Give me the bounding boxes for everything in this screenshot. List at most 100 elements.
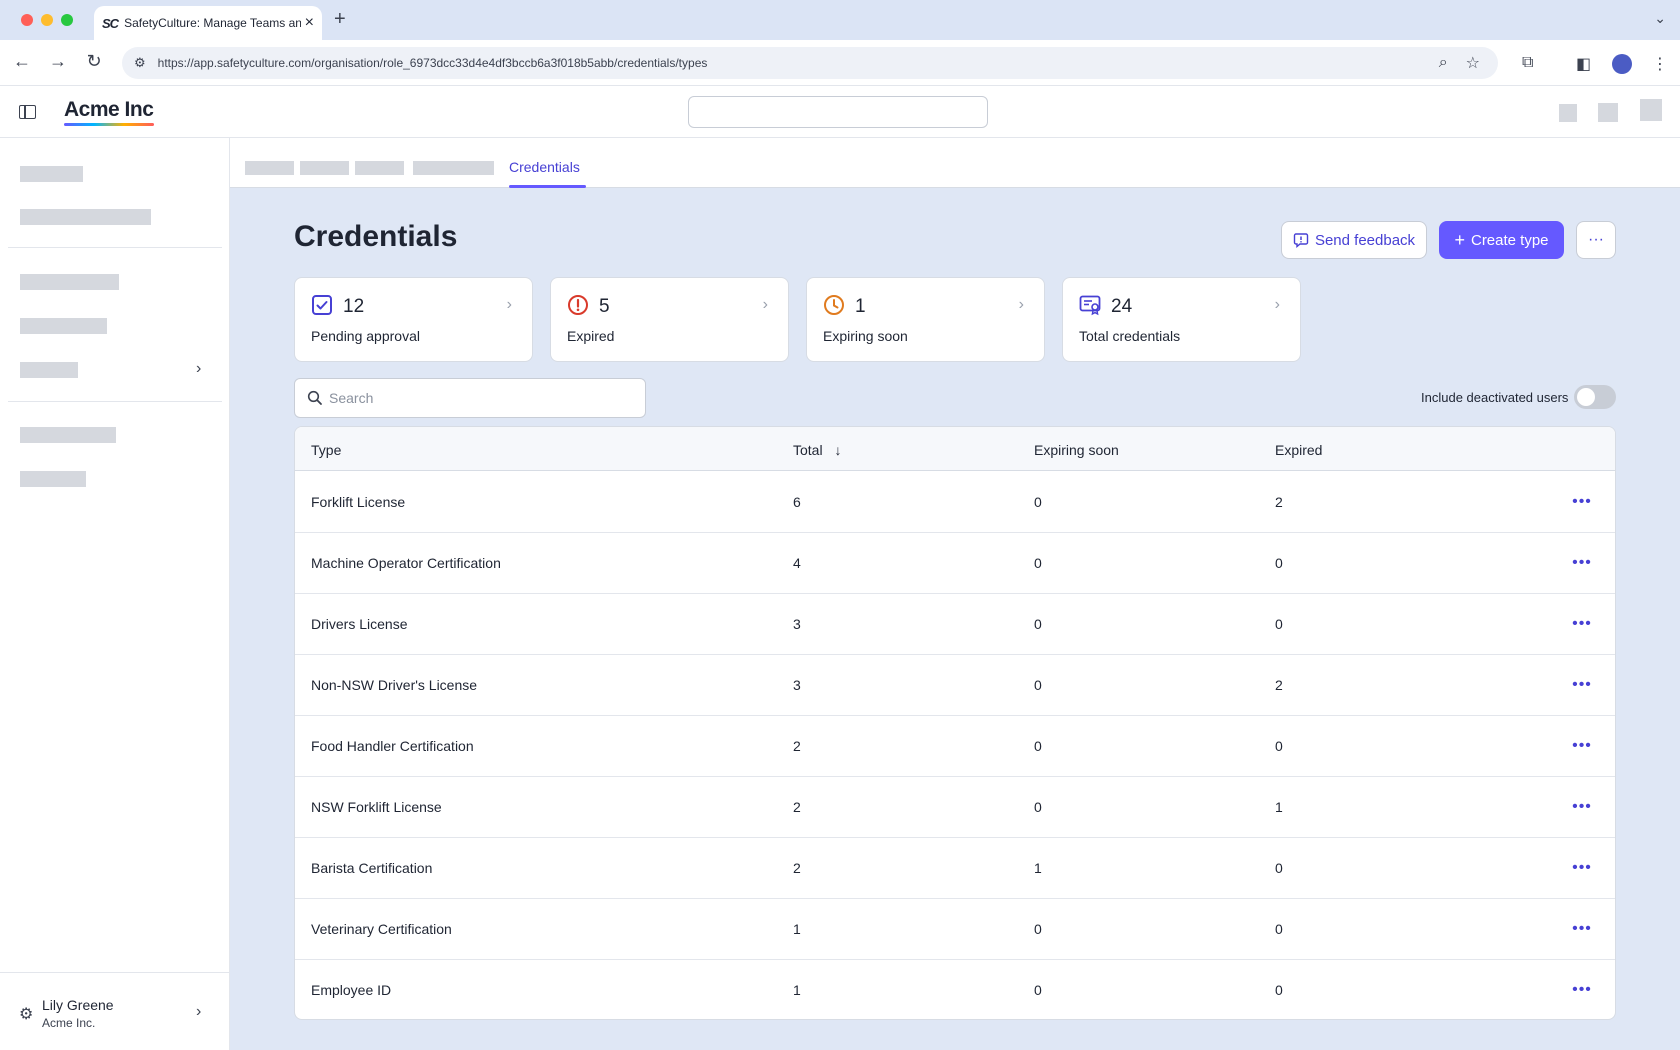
sidebar-divider <box>8 401 222 402</box>
plus-icon: + <box>1454 229 1465 250</box>
table-row[interactable]: Forklift License 6 0 2 ••• <box>295 472 1615 533</box>
zoom-icon[interactable]: ⌕ <box>1438 54 1448 71</box>
cell-type: Forklift License <box>311 494 406 510</box>
sidebar-item-placeholder[interactable] <box>20 166 83 182</box>
chevron-right-icon[interactable]: › <box>196 360 202 377</box>
cell-expired: 1 <box>1275 799 1283 815</box>
certificate-icon <box>1079 295 1101 316</box>
sub-navigation: Credentials <box>230 138 1680 188</box>
sidebar-item-placeholder[interactable] <box>20 274 119 290</box>
app-header: Acme Inc <box>0 86 1680 138</box>
stat-card-pending-approval[interactable]: 12 Pending approval › <box>294 277 533 362</box>
cell-expired: 0 <box>1275 738 1283 754</box>
tab-credentials[interactable]: Credentials <box>509 159 580 175</box>
sidebar-item-placeholder[interactable] <box>20 362 78 378</box>
browser-menu-icon[interactable]: ⋮ <box>1652 56 1668 73</box>
column-header-total[interactable]: Total ↓ <box>793 442 841 458</box>
row-more-options-icon[interactable]: ••• <box>1572 981 1592 998</box>
cell-type: Veterinary Certification <box>311 921 452 937</box>
sidebar-item-placeholder[interactable] <box>20 427 116 443</box>
global-search-input[interactable] <box>688 96 988 128</box>
sidebar-item-placeholder[interactable] <box>20 209 151 225</box>
column-header-expiring-soon[interactable]: Expiring soon <box>1034 442 1119 458</box>
table-header: Type Total ↓ Expiring soon Expired <box>295 427 1615 471</box>
stat-card-expired[interactable]: 5 Expired › <box>550 277 789 362</box>
row-more-options-icon[interactable]: ••• <box>1572 798 1592 815</box>
alert-circle-icon <box>568 295 588 315</box>
cell-type: Machine Operator Certification <box>311 555 501 571</box>
cell-type: Food Handler Certification <box>311 738 474 754</box>
stat-card-total-credentials[interactable]: 24 Total credentials › <box>1062 277 1301 362</box>
tab-placeholder[interactable] <box>355 161 404 175</box>
table-row[interactable]: Barista Certification 2 1 0 ••• <box>295 838 1615 899</box>
gear-icon: ⚙ <box>19 1006 34 1023</box>
table-row[interactable]: Employee ID 1 0 0 ••• <box>295 960 1615 1019</box>
column-header-expired[interactable]: Expired <box>1275 442 1323 458</box>
close-window-button[interactable] <box>21 14 33 26</box>
stat-label: Total credentials <box>1079 328 1181 344</box>
search-input[interactable] <box>329 388 629 408</box>
include-deactivated-toggle[interactable] <box>1574 385 1616 409</box>
extensions-icon[interactable]: ⧉ <box>1522 54 1534 71</box>
stat-value: 24 <box>1111 296 1133 317</box>
header-action-placeholder[interactable] <box>1598 103 1618 122</box>
chevron-right-icon: › <box>1018 296 1024 313</box>
cell-total: 2 <box>793 860 801 876</box>
forward-icon[interactable]: → <box>49 51 67 71</box>
browser-tab[interactable]: SC SafetyCulture: Manage Teams and... × <box>94 6 322 40</box>
header-action-placeholder[interactable] <box>1640 99 1662 121</box>
tab-placeholder[interactable] <box>413 161 494 175</box>
row-more-options-icon[interactable]: ••• <box>1572 554 1592 571</box>
close-tab-icon[interactable]: × <box>304 14 314 31</box>
cell-expiring-soon: 0 <box>1034 616 1042 632</box>
sidebar-item-placeholder[interactable] <box>20 318 107 334</box>
cell-expired: 0 <box>1275 616 1283 632</box>
stat-card-expiring-soon[interactable]: 1 Expiring soon › <box>806 277 1045 362</box>
maximize-window-button[interactable] <box>61 14 73 26</box>
table-row[interactable]: NSW Forklift License 2 0 1 ••• <box>295 777 1615 838</box>
cell-total: 2 <box>793 738 801 754</box>
cell-expired: 0 <box>1275 982 1283 998</box>
row-more-options-icon[interactable]: ••• <box>1572 493 1592 510</box>
sidebar-toggle-icon[interactable] <box>19 105 36 119</box>
site-settings-icon[interactable]: ⚙ <box>134 55 146 70</box>
logo[interactable]: Acme Inc <box>64 98 154 121</box>
profile-avatar-icon[interactable] <box>1612 54 1632 74</box>
address-bar[interactable]: ⚙ https://app.safetyculture.com/organisa… <box>122 47 1498 79</box>
sidebar-divider <box>8 247 222 248</box>
side-panel-icon[interactable]: ◧ <box>1576 56 1592 73</box>
table-row[interactable]: Food Handler Certification 2 0 0 ••• <box>295 716 1615 777</box>
cell-type: Drivers License <box>311 616 408 632</box>
sidebar-item-placeholder[interactable] <box>20 471 86 487</box>
more-options-button[interactable]: ··· <box>1576 221 1616 259</box>
table-row[interactable]: Machine Operator Certification 4 0 0 ••• <box>295 533 1615 594</box>
tab-placeholder[interactable] <box>245 161 294 175</box>
send-feedback-button[interactable]: Send feedback <box>1281 221 1427 259</box>
header-action-placeholder[interactable] <box>1559 104 1577 122</box>
row-more-options-icon[interactable]: ••• <box>1572 676 1592 693</box>
url-text[interactable]: https://app.safetyculture.com/organisati… <box>157 56 708 70</box>
cell-expired: 0 <box>1275 921 1283 937</box>
minimize-window-button[interactable] <box>41 14 53 26</box>
row-more-options-icon[interactable]: ••• <box>1572 859 1592 876</box>
row-more-options-icon[interactable]: ••• <box>1572 615 1592 632</box>
stat-value: 12 <box>343 296 365 317</box>
new-tab-icon[interactable]: + <box>334 8 346 30</box>
search-box[interactable] <box>294 378 646 418</box>
tab-placeholder[interactable] <box>300 161 349 175</box>
chevron-right-icon: › <box>506 296 512 313</box>
feedback-icon <box>1293 233 1309 248</box>
table-row[interactable]: Non-NSW Driver's License 3 0 2 ••• <box>295 655 1615 716</box>
table-row[interactable]: Drivers License 3 0 0 ••• <box>295 594 1615 655</box>
row-more-options-icon[interactable]: ••• <box>1572 737 1592 754</box>
create-type-button[interactable]: + Create type <box>1439 221 1564 259</box>
column-header-type[interactable]: Type <box>311 442 342 458</box>
user-menu[interactable]: ⚙ Lily Greene Acme Inc. › <box>0 972 229 1050</box>
row-more-options-icon[interactable]: ••• <box>1572 920 1592 937</box>
bookmark-star-icon[interactable]: ☆ <box>1465 55 1480 72</box>
tab-search-chevron-icon[interactable]: ⌄ <box>1654 10 1666 26</box>
back-icon[interactable]: ← <box>13 51 31 71</box>
table-row[interactable]: Veterinary Certification 1 0 0 ••• <box>295 899 1615 960</box>
reload-icon[interactable]: ↻ <box>86 51 102 71</box>
logo-underline <box>64 123 154 126</box>
